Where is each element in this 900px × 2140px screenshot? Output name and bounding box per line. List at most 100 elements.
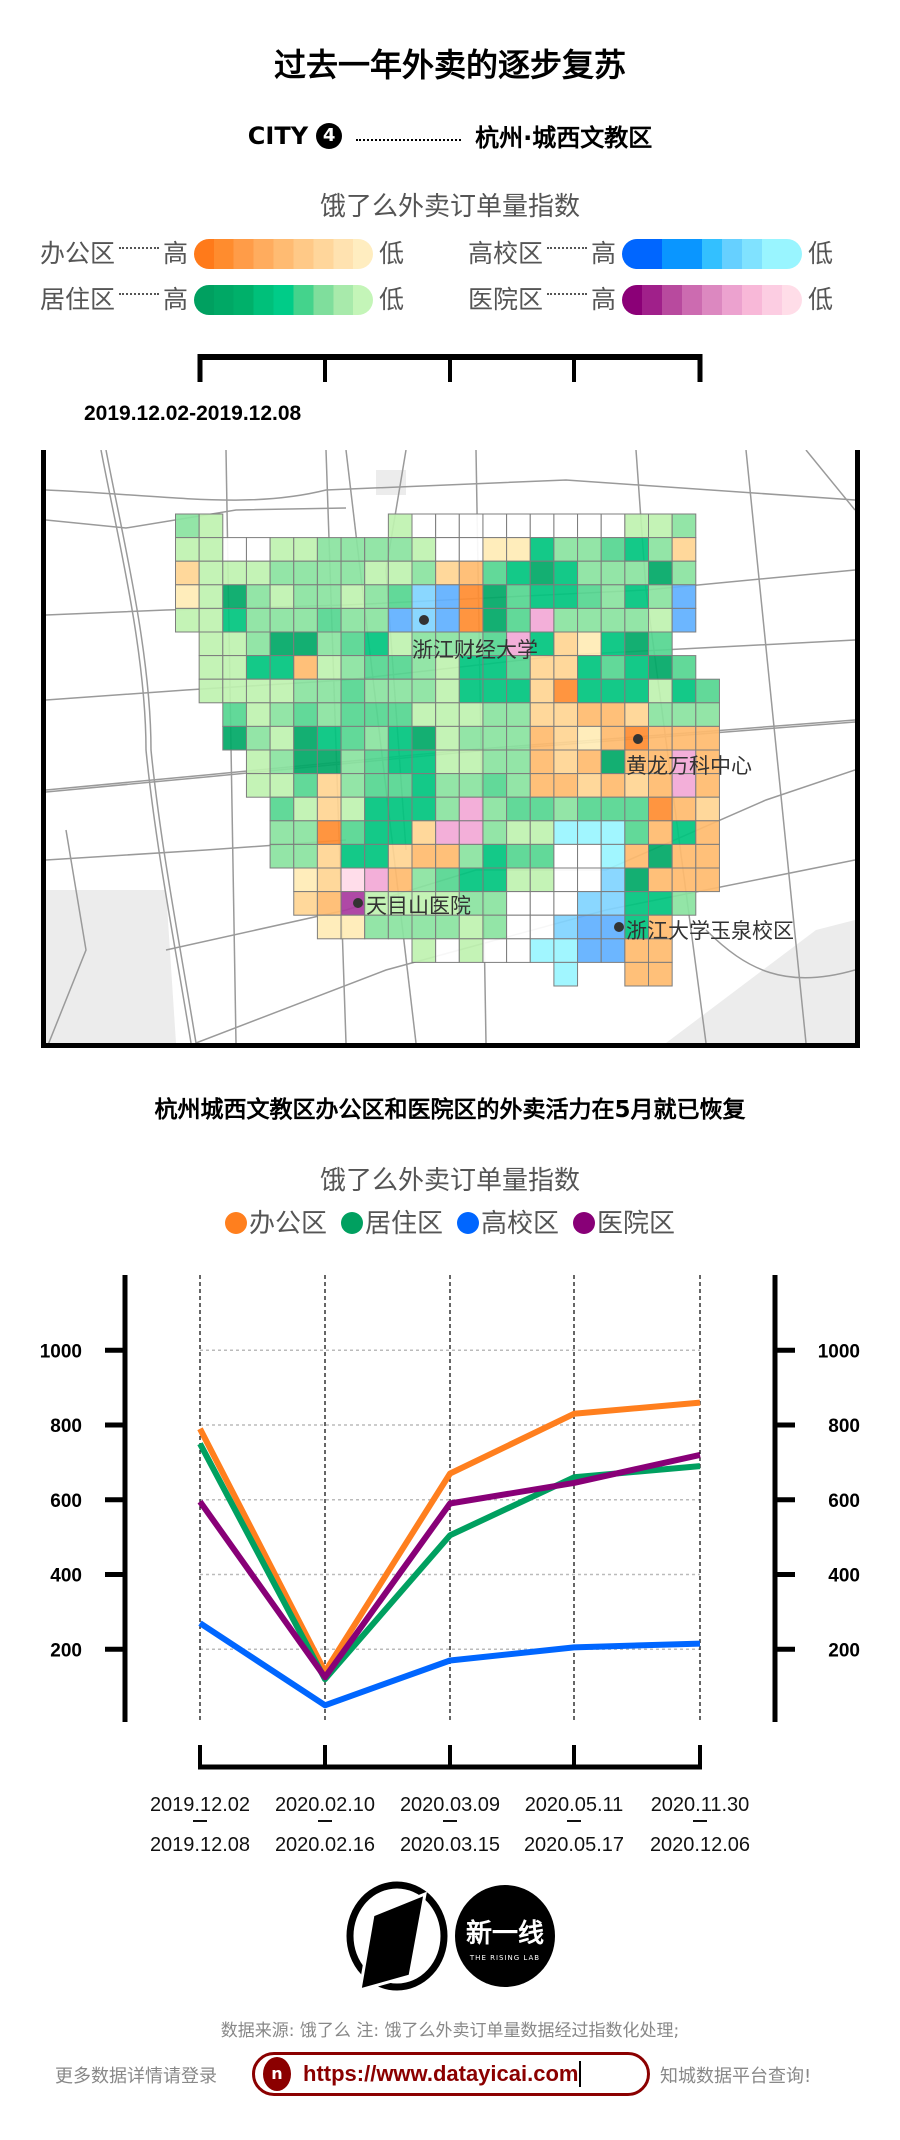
grid-cell (553, 820, 579, 845)
grid-cell (529, 938, 555, 963)
place-label[interactable]: 天目山医院 (366, 894, 471, 918)
grid-cell (222, 655, 247, 680)
grid-cell (671, 891, 697, 916)
grid-cell (648, 796, 673, 822)
more-data-prefix: 更多数据详情请登录 (55, 2066, 217, 2087)
grid-cell (222, 631, 247, 657)
grid-cell (411, 513, 437, 539)
grid-cell (648, 655, 673, 680)
grid-cell (458, 938, 484, 963)
grid-cell (269, 537, 295, 562)
grid-cell (411, 796, 437, 822)
grid-cell (411, 537, 437, 562)
grid-cell (577, 584, 602, 609)
legend-label: 办公区 (248, 1209, 327, 1239)
url-text[interactable]: https://www.datayicai.com (303, 2061, 582, 2087)
grid-cell (695, 678, 720, 704)
grid-cell (198, 584, 224, 609)
grid-cell (340, 702, 366, 727)
url-link[interactable]: n https://www.datayicai.com (252, 2052, 650, 2096)
grid-cell (553, 655, 579, 680)
grid-cell (624, 513, 649, 539)
grid-cell (269, 560, 295, 586)
grid-cell (482, 725, 508, 751)
grid-cell (435, 725, 460, 751)
x-label-start: 2020.05.11 (524, 1794, 624, 1816)
grid-cell (553, 631, 579, 657)
grid-cell (245, 584, 271, 609)
grid-cell (293, 560, 318, 586)
grid-cell (482, 749, 508, 775)
grid-cell (553, 843, 579, 869)
grid-cell (364, 678, 389, 704)
grid-cell (340, 655, 366, 680)
grid-cell (245, 725, 271, 751)
grid-cell (340, 607, 366, 633)
grid-cell (600, 537, 626, 562)
legend-swatch (340, 1212, 363, 1234)
grid-cell (435, 867, 460, 893)
grid-cell (648, 702, 673, 727)
chart-title: 杭州城西文教区办公区和医院区的外卖活力在5月就已恢复 (154, 1097, 746, 1123)
grid-cell (600, 513, 626, 539)
grid-cell (529, 914, 555, 940)
grid-cell (411, 843, 437, 869)
y-tick-label: 200 (828, 1640, 860, 1661)
grid-cell (577, 891, 602, 916)
y-tick-label: 800 (828, 1416, 860, 1437)
legend-item[interactable]: 居住区 (340, 1203, 443, 1240)
grid-cell (435, 749, 460, 775)
grid-cell (293, 678, 318, 704)
grid-cell (600, 820, 626, 845)
grid-cell (482, 773, 508, 798)
grid-cell (340, 773, 366, 798)
grid-cell (387, 655, 413, 680)
dotted-divider (547, 247, 588, 249)
grid-cell (316, 560, 342, 586)
grid-cell (482, 537, 508, 562)
grid-cell (269, 607, 295, 633)
city-number-badge: 4 (316, 122, 343, 149)
grid-cell (387, 749, 413, 775)
grid-cell (387, 820, 413, 845)
place-marker-icon (633, 734, 643, 744)
grid-cell (411, 938, 437, 963)
grid-cell (577, 607, 602, 633)
grid-cell (506, 938, 531, 963)
grid-cell (387, 867, 413, 893)
legend-item[interactable]: 高校区 (457, 1203, 559, 1240)
legend-low: 低 (808, 285, 834, 314)
grid-cell (529, 749, 555, 775)
grid-cell (364, 560, 389, 586)
grid-cell (482, 914, 508, 940)
grid-cell (482, 891, 508, 916)
grid-cell (482, 843, 508, 869)
grid-cell (198, 513, 224, 539)
grid-cell (387, 702, 413, 727)
place-label[interactable]: 浙江财经大学 (412, 638, 538, 662)
place-label[interactable]: 浙江大学玉泉校区 (626, 919, 794, 943)
grid-cell (553, 749, 579, 775)
grid-cell (222, 725, 247, 751)
more-data-suffix: 知城数据平台查询! (660, 2066, 812, 2087)
grid-cell (458, 702, 484, 727)
place-label[interactable]: 黄龙万科中心 (626, 754, 752, 778)
grid-cell (316, 820, 342, 845)
city-line: CITY 4 杭州·城西文教区 (0, 118, 900, 153)
grid-cell (577, 773, 602, 798)
grid-cell (671, 796, 697, 822)
grid-cell (175, 584, 200, 609)
grid-cell (506, 725, 531, 751)
grid-cell (506, 796, 531, 822)
grid-cell (364, 537, 389, 562)
grid-cell (269, 725, 295, 751)
grid-cell (222, 537, 247, 562)
legend-low: 低 (379, 239, 405, 268)
grid-cell (695, 867, 720, 893)
grid-cell (387, 560, 413, 586)
legend-item[interactable]: 办公区 (224, 1203, 327, 1240)
grid-cell (293, 867, 318, 893)
grid-cell (529, 867, 555, 893)
legend-item[interactable]: 医院区 (573, 1203, 675, 1240)
grid-cell (695, 820, 720, 845)
